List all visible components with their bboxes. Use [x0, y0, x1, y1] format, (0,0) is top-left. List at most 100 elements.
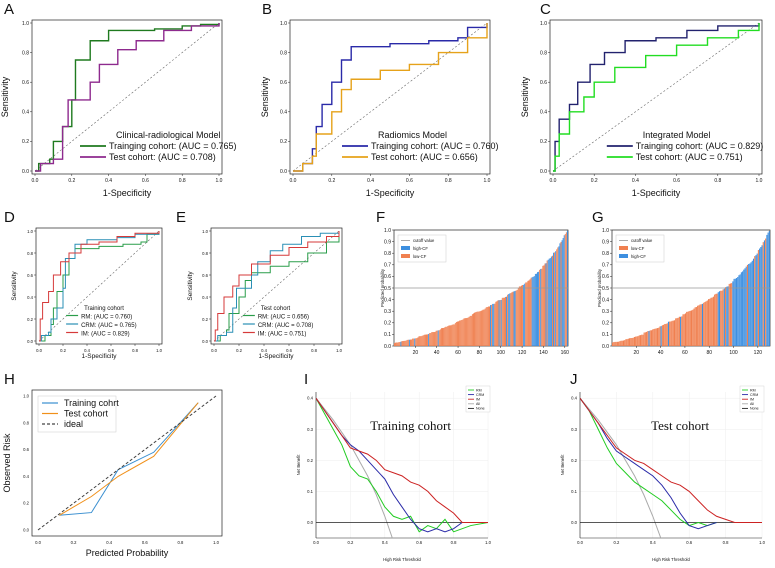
bar: [408, 339, 410, 346]
bar: [720, 290, 722, 346]
x-tick-label: 1.0: [156, 348, 162, 353]
bar: [639, 335, 642, 346]
bar: [750, 262, 752, 346]
bar: [625, 339, 627, 346]
y-tick-label: 0.2: [540, 139, 547, 145]
bar: [548, 258, 550, 346]
bar: [650, 330, 652, 346]
y-tick-label: 1.0: [23, 394, 29, 399]
bar: [533, 276, 535, 346]
x-tick-label: 0.6: [142, 540, 148, 545]
y-tick-label: 0.2: [27, 317, 33, 322]
x-axis-label: High Risk Threshold: [383, 557, 421, 562]
bar: [430, 332, 432, 346]
bar: [459, 320, 461, 346]
chance-line: [34, 22, 220, 172]
bar: [735, 278, 738, 346]
bar: [663, 324, 665, 346]
legend-label: All: [750, 402, 754, 406]
bar: [540, 268, 542, 346]
bar: [422, 335, 424, 346]
bar: [426, 334, 427, 346]
x-tick-label: 0.6: [673, 178, 680, 184]
legend-label: RM: [750, 388, 756, 392]
bar: [541, 268, 543, 346]
y-tick-label: 0.7: [602, 263, 609, 269]
bar: [727, 286, 729, 346]
bar: [705, 301, 707, 346]
y-tick-label: 0.8: [22, 50, 29, 56]
bar: [521, 285, 522, 346]
dca-curves: [580, 397, 762, 538]
bar: [472, 313, 474, 346]
y-tick-label: 0.4: [602, 297, 609, 303]
bar: [711, 297, 713, 346]
panel-e: E 0.0 0.2 0.4 0.6 0.8 1.0 0.0 0.2 0.4 0.6 0.8 1.0 Tes…: [176, 209, 343, 360]
bar: [484, 308, 486, 346]
bar: [492, 303, 494, 346]
legend-label: CRM: (AUC = 0.765): [81, 323, 137, 329]
bar: [407, 339, 409, 346]
x-tick-label: 0.2: [591, 178, 598, 184]
bar: [460, 320, 462, 346]
bar: [491, 304, 493, 346]
legend-label: low-CF: [631, 246, 645, 251]
legend-label: CRM: [476, 393, 484, 397]
bar: [556, 249, 558, 346]
bar: [554, 252, 556, 346]
bar: [695, 307, 697, 346]
roc-curve-2: [214, 231, 340, 342]
bar: [615, 341, 617, 346]
bar: [620, 340, 622, 346]
bar: [754, 256, 756, 346]
bar: [745, 266, 747, 346]
dca-curve-rm: [580, 397, 717, 527]
bar: [506, 296, 508, 346]
y-tick-label: 0.0: [23, 528, 29, 533]
bar: [543, 265, 545, 346]
x-tick-label: 100: [497, 350, 506, 356]
bar: [665, 323, 667, 346]
bar: [413, 338, 415, 346]
bar: [672, 320, 674, 346]
bar: [428, 333, 430, 346]
y-tick-label: 0.5: [384, 286, 391, 292]
bar: [637, 336, 639, 346]
bar: [714, 294, 716, 346]
y-tick-label: 0.2: [280, 139, 287, 145]
bar: [479, 311, 481, 346]
bar: [468, 316, 470, 346]
bar: [438, 330, 440, 346]
y-tick-label: 0.2: [202, 317, 208, 322]
bar: [642, 334, 644, 346]
plot-frame: [210, 227, 343, 345]
bar: [681, 316, 683, 346]
bar: [699, 304, 701, 346]
legend-swatch: [619, 254, 628, 258]
y-tick-label: 0.8: [602, 251, 609, 257]
bar: [559, 243, 561, 346]
bar: [517, 287, 519, 346]
bar: [452, 324, 454, 346]
panel-c: C 0.0 0.2 0.4 0.6 0.8 1.0 0.0 0.2 0.4 0.6 0.8 1.0 Int…: [520, 1, 763, 198]
bar: [549, 258, 551, 346]
x-tick-label: 1.0: [216, 178, 223, 184]
bar: [664, 323, 666, 346]
bar: [658, 327, 660, 346]
bar: [448, 325, 450, 346]
legend-swatch: [401, 254, 410, 258]
x-tick-label: 0.4: [382, 540, 388, 545]
bar: [454, 323, 456, 346]
y-tick-label: 0.0: [280, 169, 287, 175]
bar: [532, 276, 534, 346]
bar: [712, 296, 714, 346]
legend-swatch: [619, 246, 628, 250]
x-tick-label: 0.6: [286, 348, 292, 353]
x-tick-label: 0.0: [35, 540, 41, 545]
bar: [621, 340, 623, 346]
y-tick-label: 0.1: [384, 332, 391, 338]
bar: [449, 325, 451, 346]
panel-f: F 20 40 60 80 100 120 140 160 0.0 0.1 0.2 0.3 0.4 0.5 0…: [376, 209, 569, 356]
y-tick-label: 0.1: [602, 332, 609, 338]
bar: [400, 341, 402, 346]
